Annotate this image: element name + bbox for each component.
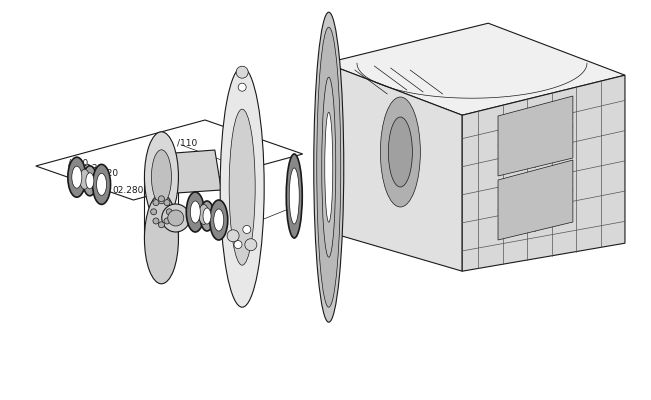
Ellipse shape [86,173,94,189]
Ellipse shape [83,166,97,196]
Ellipse shape [243,226,251,234]
Polygon shape [462,75,625,271]
Ellipse shape [210,200,228,240]
Ellipse shape [164,218,170,224]
Polygon shape [161,150,221,194]
Ellipse shape [234,240,242,248]
Text: /130: /130 [83,163,103,172]
Ellipse shape [161,204,190,232]
Ellipse shape [322,77,336,257]
Ellipse shape [199,204,209,224]
Polygon shape [326,63,462,271]
Ellipse shape [150,209,157,215]
Ellipse shape [389,117,412,187]
Ellipse shape [314,12,344,322]
Text: /250: /250 [228,220,248,230]
Ellipse shape [214,209,224,231]
Ellipse shape [245,239,257,251]
Ellipse shape [158,196,165,202]
Ellipse shape [317,27,340,307]
Ellipse shape [158,222,165,228]
Ellipse shape [72,166,82,188]
Ellipse shape [229,109,255,265]
Polygon shape [498,160,573,240]
Ellipse shape [92,164,111,204]
Ellipse shape [186,192,204,232]
Ellipse shape [166,209,173,215]
Ellipse shape [168,210,184,226]
Ellipse shape [153,200,159,206]
Ellipse shape [200,201,214,231]
Ellipse shape [227,230,239,242]
Ellipse shape [203,208,211,224]
Ellipse shape [152,150,171,204]
Ellipse shape [289,168,299,224]
Ellipse shape [79,169,90,189]
Text: /230: /230 [217,215,237,224]
Ellipse shape [236,66,248,78]
Ellipse shape [145,132,178,222]
Ellipse shape [380,97,421,207]
Ellipse shape [96,174,107,196]
Ellipse shape [145,194,178,284]
Text: /110: /110 [177,138,197,147]
Text: /150: /150 [68,158,89,167]
Ellipse shape [238,83,246,91]
Text: /220: /220 [206,210,226,219]
Polygon shape [326,23,625,115]
Ellipse shape [164,200,170,206]
Ellipse shape [68,157,86,197]
Text: 02.280: 02.280 [113,186,144,195]
Ellipse shape [220,67,264,307]
Ellipse shape [153,218,159,224]
Text: /120: /120 [98,168,118,178]
Text: 02.290: 02.290 [217,230,249,239]
Ellipse shape [190,201,201,223]
Polygon shape [498,96,573,176]
Ellipse shape [286,154,302,238]
Ellipse shape [325,112,333,222]
